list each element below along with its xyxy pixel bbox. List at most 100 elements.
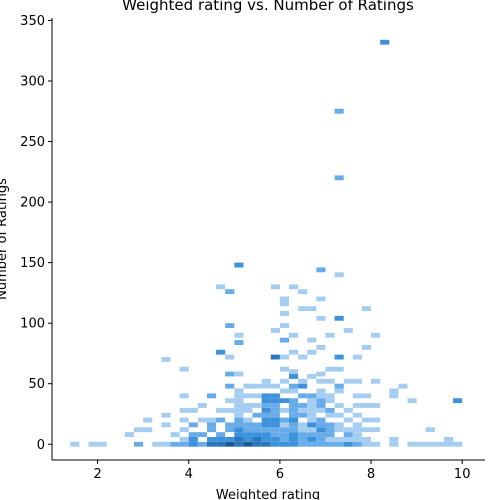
histogram-cell xyxy=(307,427,317,433)
histogram-cell xyxy=(298,354,308,360)
histogram-cell xyxy=(225,354,235,360)
histogram-cell xyxy=(225,289,235,295)
histogram-cell xyxy=(380,39,390,45)
histogram-cell xyxy=(316,296,326,302)
x-axis-label: Weighted rating xyxy=(216,488,320,500)
histogram-cell xyxy=(361,436,372,442)
histogram-cell xyxy=(234,436,244,442)
histogram-cell xyxy=(334,412,344,418)
histogram-cell xyxy=(243,441,253,447)
histogram-cell xyxy=(261,412,271,418)
histogram-cell xyxy=(289,284,299,290)
histogram-cell xyxy=(270,432,280,437)
histogram-cell xyxy=(334,272,344,278)
histogram-cell xyxy=(389,436,399,442)
histogram-cell xyxy=(243,436,253,442)
histogram-cell xyxy=(334,427,344,433)
histogram-cell xyxy=(289,332,299,338)
histogram-cell xyxy=(334,354,344,360)
histogram-cell xyxy=(298,289,308,295)
histogram-cell xyxy=(188,441,198,447)
histogram-cell xyxy=(134,427,144,433)
histogram-cell xyxy=(197,403,207,408)
histogram-cell xyxy=(261,407,271,413)
histogram-cell xyxy=(234,388,244,394)
histogram-cell xyxy=(298,427,308,433)
histogram-cell xyxy=(70,441,80,447)
histogram-cell xyxy=(334,366,344,372)
histogram-cell xyxy=(316,393,326,399)
histogram-cell xyxy=(307,432,317,437)
histogram-cell xyxy=(307,412,317,418)
histogram-cell xyxy=(279,366,290,372)
histogram-cell xyxy=(361,403,372,408)
histogram-cell xyxy=(443,441,454,447)
histogram-cell xyxy=(289,398,299,404)
histogram-cell xyxy=(279,436,290,442)
histogram-cell xyxy=(334,383,344,389)
histogram-cell xyxy=(152,441,162,447)
histogram-cell xyxy=(316,432,326,437)
histogram-cell xyxy=(389,441,399,447)
histogram-cell xyxy=(289,432,299,437)
histogram-cell xyxy=(179,393,189,399)
histogram-cell xyxy=(225,427,235,433)
histogram-cell xyxy=(352,436,362,442)
x-tick-label: 6 xyxy=(276,467,284,482)
histogram-cell xyxy=(243,407,253,413)
histogram-cell xyxy=(343,328,353,333)
histogram-cell xyxy=(307,306,317,312)
histogram-cell xyxy=(425,427,435,433)
histogram-cell xyxy=(179,407,189,413)
histogram-cell xyxy=(443,436,454,442)
histogram-cell xyxy=(352,393,362,399)
histogram-cell xyxy=(216,432,226,437)
histogram-cell xyxy=(298,306,308,312)
histogram-cell xyxy=(206,393,217,399)
histogram-cell xyxy=(334,436,344,442)
histogram-cell xyxy=(371,403,381,408)
histogram-cell xyxy=(206,427,217,433)
histogram-cell xyxy=(279,337,290,343)
histogram-cell xyxy=(143,427,153,433)
histogram-cell xyxy=(261,441,271,447)
histogram-cell xyxy=(225,383,235,389)
histogram-cell xyxy=(316,417,326,423)
histogram-cell xyxy=(371,417,381,423)
histogram-cell xyxy=(325,412,335,418)
histogram-cell xyxy=(270,284,280,290)
histogram-cell xyxy=(352,354,362,360)
histogram-cell xyxy=(371,427,381,433)
histogram-cell xyxy=(124,432,135,437)
histogram-cell xyxy=(289,349,299,355)
histogram-cell xyxy=(234,407,244,413)
histogram-cell xyxy=(234,371,244,377)
histogram-cell xyxy=(316,267,326,273)
histogram-cell xyxy=(289,374,299,379)
histogram-cell xyxy=(261,417,271,423)
histogram-cell xyxy=(407,441,417,447)
histogram-cell xyxy=(298,403,308,408)
histogram-cell xyxy=(197,432,207,437)
y-tick-label: 50 xyxy=(28,377,45,392)
histogram-cell xyxy=(188,422,198,428)
histogram-cell xyxy=(298,383,308,389)
histogram-cell xyxy=(279,323,290,328)
histogram-cell xyxy=(261,378,271,384)
histogram-cell xyxy=(361,344,372,350)
histogram-cell xyxy=(161,441,171,447)
histogram-cell xyxy=(298,436,308,442)
histogram-cell xyxy=(225,436,235,442)
x-tick-label: 10 xyxy=(454,467,471,482)
histogram-cell xyxy=(316,315,326,321)
histogram-cell xyxy=(270,383,280,389)
histogram-cell xyxy=(334,403,344,408)
histogram-cell xyxy=(216,284,226,290)
histogram-cell xyxy=(325,427,335,433)
histogram-cell xyxy=(179,366,189,372)
histogram-cell xyxy=(170,432,180,437)
histogram-cell xyxy=(334,422,344,428)
histogram-cell xyxy=(316,378,326,384)
histogram-cell xyxy=(243,393,253,399)
